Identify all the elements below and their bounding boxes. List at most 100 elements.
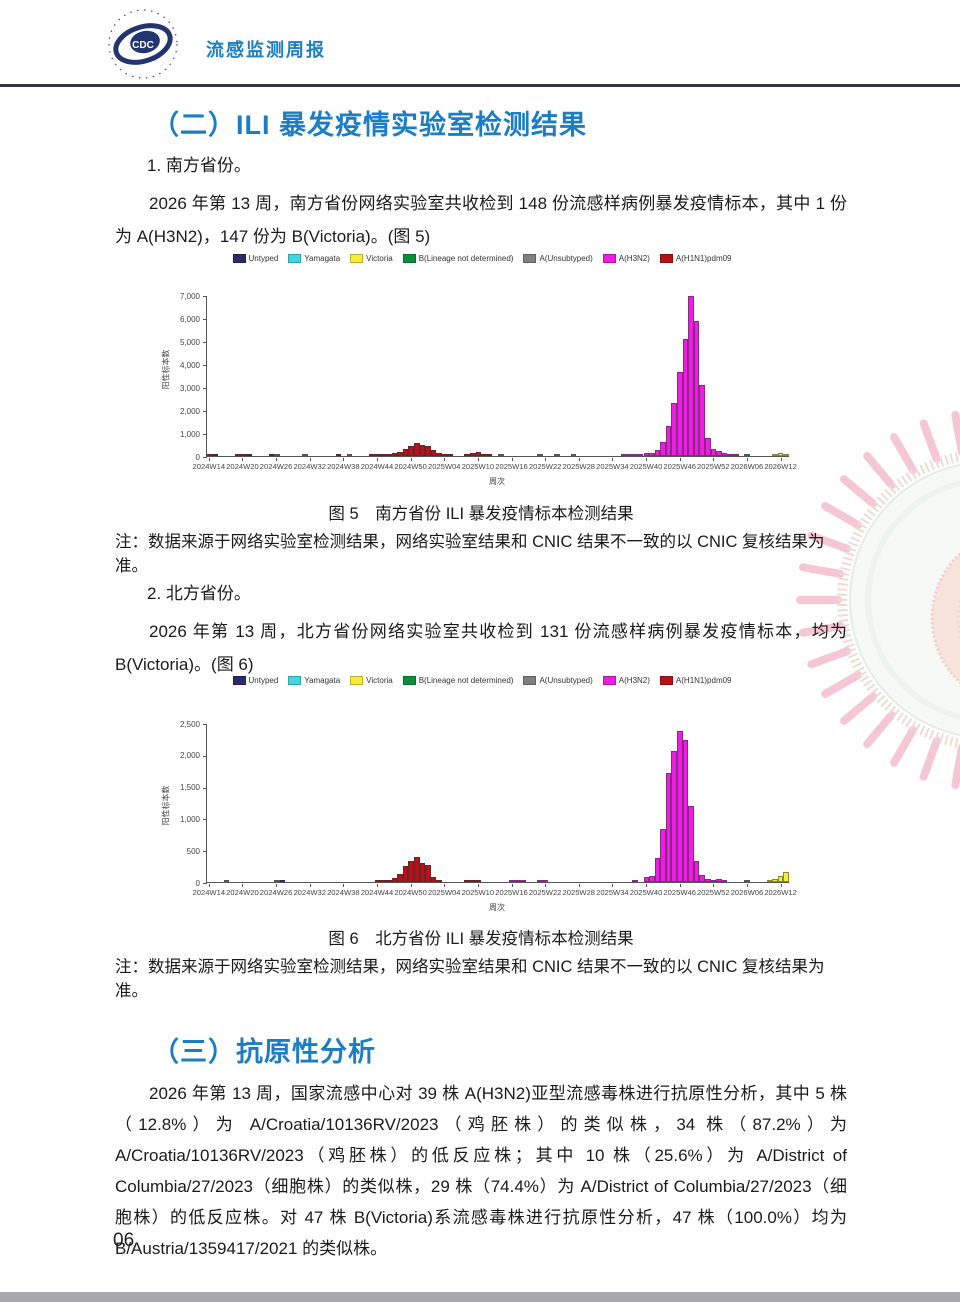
chart-legend: Untyped Yamagata Victoria B(Lineage not det…	[158, 676, 806, 685]
bar-a-h3n2--2025W45	[671, 403, 678, 456]
x-tick-mark	[612, 458, 614, 461]
legend-label: A(Unsubtyped)	[539, 676, 593, 685]
bar-a-h3n2--2025W42	[654, 449, 661, 456]
legend-swatch	[402, 254, 416, 263]
x-tick-mark	[746, 884, 748, 887]
x-tick-mark	[410, 458, 412, 461]
x-tick-label: 2025W04	[427, 888, 461, 897]
y-tick-label: 0	[195, 878, 200, 888]
x-tick-label: 2026W12	[764, 462, 797, 471]
legend-item: A(H3N2)	[602, 254, 650, 263]
y-tick-mark	[203, 787, 207, 789]
legend-swatch	[402, 676, 416, 685]
subsection-north-label: 2. 北方省份。	[147, 584, 251, 603]
bar-untyped-2024W15	[212, 454, 219, 456]
bar-a-unsubtyped--2024W26	[274, 880, 280, 882]
page-number: 06	[113, 1230, 135, 1251]
bar-a-h3n2--2025W44	[665, 426, 672, 456]
bar-a-h3n2--2025W22	[542, 880, 549, 882]
y-tick-label: 2,000	[179, 406, 200, 416]
bar-a-h3n2--2026W01	[716, 451, 722, 456]
bar-a-h1n1-pdm09-2024W20	[240, 454, 247, 456]
bar-victoria-2026W13	[783, 872, 789, 882]
x-tick-label: 2024W14	[192, 462, 226, 471]
virus-membrane-ring	[837, 451, 960, 749]
x-tick-label: 2026W06	[730, 888, 764, 897]
legend-label: B(Lineage not determined)	[418, 254, 514, 263]
legend-label: A(Unsubtyped)	[539, 254, 593, 263]
bar-a-h3n2--2026W02	[721, 453, 728, 456]
x-tick-label: 2025W16	[495, 888, 528, 897]
bar-a-h1n1-pdm09-2025W08	[464, 454, 471, 456]
bar-victoria-2026W10	[766, 880, 773, 882]
x-tick-mark	[646, 884, 648, 887]
bar-a-h3n2--2025W36	[621, 454, 627, 456]
x-axis-title: 周次	[489, 477, 505, 486]
x-tick-label: 2025W46	[663, 888, 696, 897]
legend-item: A(H1N1)pdm09	[659, 676, 732, 685]
x-tick-mark	[578, 884, 580, 887]
legend-label: B(Lineage not determined)	[418, 676, 514, 685]
bar-a-unsubtyped--2026W06	[744, 454, 750, 456]
y-tick-label: 1,000	[179, 814, 200, 824]
x-tick-label: 2024W32	[293, 888, 326, 897]
x-tick-mark	[679, 884, 681, 887]
bar-victoria-2026W11	[772, 878, 778, 882]
x-tick-mark	[713, 458, 715, 461]
virus-spike	[890, 433, 917, 475]
bar-a-h1n1-pdm09-2025W02	[430, 450, 437, 456]
bar-a-h3n2--2025W50	[699, 384, 706, 456]
chart-fig5-south: Untyped Yamagata Victoria B(Lineage not det…	[158, 246, 806, 486]
legend-label: Untyped	[248, 676, 279, 685]
y-tick-label: 4,000	[179, 360, 200, 370]
x-tick-mark	[713, 884, 715, 887]
bar-a-h1n1-pdm09-2024W51	[414, 443, 420, 456]
bar-a-h3n2--2025W38	[632, 880, 638, 882]
x-tick-label: 2025W10	[461, 888, 495, 897]
virus-spikes	[796, 410, 960, 790]
x-tick-mark	[646, 458, 648, 461]
x-tick-mark	[477, 884, 479, 887]
x-tick-label: 2025W28	[562, 462, 596, 471]
chart-fig6-north: Untyped Yamagata Victoria B(Lineage not det…	[158, 668, 806, 918]
x-tick-label: 2025W52	[697, 888, 730, 897]
y-tick-label: 1,000	[179, 429, 200, 439]
bar-a-h1n1-pdm09-2025W03	[436, 880, 443, 882]
caption-fig6: 图 6 北方省份 ILI 暴发疫情标本检测结果	[328, 930, 634, 948]
legend-label: Victoria	[366, 676, 393, 685]
legend-item: Victoria	[350, 254, 393, 263]
y-tick-mark	[203, 388, 207, 389]
legend-label: Untyped	[248, 254, 279, 263]
bar-a-h3n2--2025W48	[688, 806, 694, 882]
y-tick-mark	[203, 434, 207, 435]
bar-a-unsubtyped--2024W31	[302, 454, 308, 456]
x-tick-mark	[545, 458, 547, 461]
bar-untyped-2024W25	[268, 454, 275, 456]
bar-victoria-2026W12	[777, 452, 784, 456]
bar-a-h1n1-pdm09-2025W09	[470, 453, 476, 456]
x-tick-label: 2025W40	[629, 462, 663, 471]
legend-label: A(H3N2)	[618, 676, 650, 685]
bar-a-h1n1-pdm09-2024W44	[374, 454, 381, 456]
legend-label: A(H1N1)pdm09	[675, 676, 732, 685]
y-tick-label: 5,000	[179, 337, 200, 347]
x-tick-label: 2024W38	[327, 888, 360, 897]
legend-swatch	[523, 254, 537, 263]
virus-spike	[839, 475, 878, 508]
x-tick-mark	[242, 884, 244, 887]
legend-item: A(Unsubtyped)	[523, 254, 593, 263]
virus-envelope	[849, 463, 960, 737]
legend-item: Untyped	[232, 254, 279, 263]
x-tick-mark	[780, 884, 782, 887]
bar-a-h1n1-pdm09-2025W10	[475, 880, 482, 882]
plot-area	[206, 724, 789, 883]
bar-a-h1n1-pdm09-2024W45	[380, 880, 387, 882]
legend-swatch	[659, 676, 673, 685]
x-tick-label: 2024W32	[293, 462, 326, 471]
y-tick-label: 6,000	[179, 314, 200, 324]
legend-swatch	[288, 254, 302, 263]
x-tick-label: 2024W38	[327, 462, 360, 471]
x-tick-label: 2024W44	[360, 888, 394, 897]
bar-a-h3n2--2025W45	[671, 750, 678, 882]
y-tick-mark	[203, 851, 207, 853]
